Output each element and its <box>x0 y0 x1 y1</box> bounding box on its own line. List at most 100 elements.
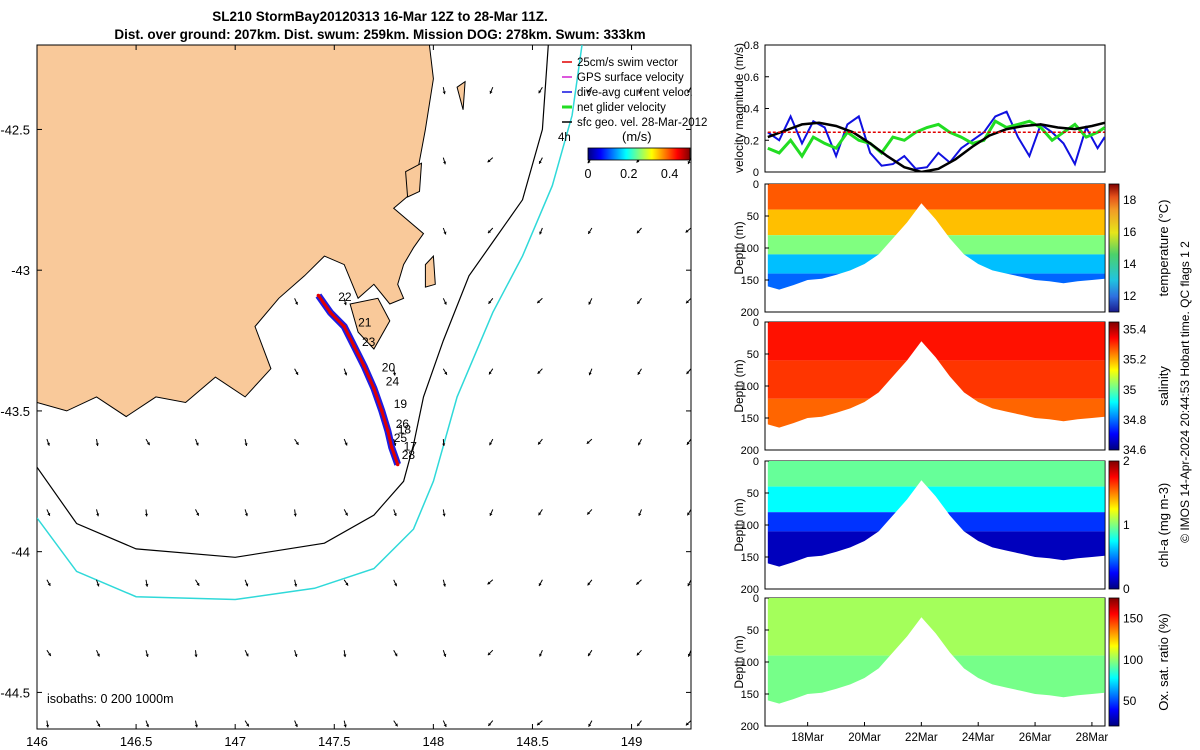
speed-colorbar-tick: 0 <box>585 167 592 181</box>
geo-arrow-head <box>295 441 299 445</box>
temperature-colorbar <box>1108 183 1120 313</box>
geo-arrow-head <box>96 583 100 587</box>
island-1 <box>405 162 423 198</box>
geo-arrow-head <box>588 230 591 234</box>
oxsat-ylabel: Depth (m) <box>732 635 746 688</box>
velocity-y-ticks: 0 0.2 0.4 0.6 0.8 <box>744 40 769 179</box>
isobath-1000m <box>37 45 583 601</box>
geo-arrow-head <box>194 654 198 658</box>
geo-arrow-head <box>47 512 51 516</box>
geo-arrow-head <box>194 724 198 728</box>
temperature-band <box>767 184 1105 210</box>
geo-arrow-head <box>687 90 691 94</box>
track-point <box>316 293 321 298</box>
oxsat-ytick-label: 100 <box>741 657 759 669</box>
day-label: 18 <box>398 422 412 436</box>
geo-arrow-head <box>442 583 446 587</box>
geo-arrow-head <box>295 371 299 375</box>
geo-arrow-head <box>345 582 349 586</box>
geo-arrow-head <box>146 442 150 446</box>
geo-arrow-head <box>588 653 591 657</box>
track-point <box>389 445 394 450</box>
temperature-ytick-label: 100 <box>741 243 759 255</box>
geo-arrow-head <box>394 723 398 727</box>
geo-arrow-head <box>686 300 689 304</box>
geo-arrow-head <box>638 442 641 446</box>
geo-arrow-head <box>636 652 640 656</box>
geo-arrow-head <box>443 161 447 165</box>
geo-arrow-head <box>95 443 99 446</box>
map-ytick-label: -44 <box>11 545 30 560</box>
velocity-ylabel: velocity magnitude (m/s) <box>732 43 746 173</box>
geostrophic-velocity-arrows <box>46 86 691 728</box>
day-label: 17 <box>404 439 418 453</box>
salinity-ytick-label: 200 <box>741 445 759 457</box>
isobath-lines <box>37 45 583 601</box>
geo-arrow-head <box>487 581 491 585</box>
geo-arrow-head <box>638 513 642 516</box>
temperature-colorbar-tick: 18 <box>1123 193 1137 207</box>
temperature-ytick-label: 150 <box>741 275 759 287</box>
geo-arrow-head <box>195 442 199 446</box>
geo-arrow-head <box>294 724 298 727</box>
geo-arrow-head <box>96 653 100 657</box>
velocity-ytick-label: 0.2 <box>744 135 759 147</box>
legend-dive-avg: dive-avg current veloc. <box>577 87 693 99</box>
map-xtick-label: 149 <box>621 734 643 749</box>
geo-arrow-head <box>687 512 691 516</box>
oxsat-ytick-label: 150 <box>741 689 759 701</box>
geo-arrow-head <box>539 653 542 657</box>
track-point <box>386 428 390 433</box>
geo-arrow-head <box>344 372 348 376</box>
geo-arrow-head <box>96 513 100 517</box>
geo-arrow-head <box>489 90 493 94</box>
geo-arrow-head <box>685 229 689 233</box>
geo-arrow-head <box>588 301 592 305</box>
geo-arrow-head <box>537 300 541 304</box>
geo-arrow-head <box>443 301 447 305</box>
geo-arrow-head <box>687 583 691 587</box>
geo-arrow-head <box>537 722 541 726</box>
salinity-ytick-label: 0 <box>753 317 759 329</box>
oxsat-colorbar-tick: 50 <box>1123 694 1137 708</box>
track-point <box>342 324 347 329</box>
track-point <box>328 310 333 315</box>
salinity-colorbar-label: salinity <box>1156 366 1171 406</box>
geo-arrow-head <box>244 513 248 517</box>
annotation-4h: 4h <box>558 132 571 144</box>
salinity-colorbar-tick: 34.6 <box>1123 443 1147 457</box>
geo-arrow-head <box>293 513 297 517</box>
date-xtick-label: 26Mar <box>1019 732 1052 744</box>
geo-arrow-head <box>538 512 542 516</box>
day-label: 23 <box>362 335 376 349</box>
oxsat-colorbar-label: Ox. sat. ratio (%) <box>1156 613 1171 711</box>
velocity-ytick-label: 0.8 <box>744 40 759 52</box>
geo-arrow-head <box>587 160 591 164</box>
geo-arrow-head <box>588 372 592 376</box>
temperature-ylabel: Depth (m) <box>732 221 746 274</box>
geo-arrow-head <box>539 231 543 235</box>
speed-colorbar-ticks: 0 0.2 0.4 <box>585 167 679 181</box>
chla-colorbar-tick: 1 <box>1123 518 1130 532</box>
geo-arrow-head <box>442 91 446 95</box>
date-xtick-label: 20Mar <box>848 732 881 744</box>
glider-track-swim <box>317 294 400 465</box>
map-y-ticks: -42.5 -43 -43.5 -44 -44.5 <box>0 122 691 700</box>
map-ytick-label: -44.5 <box>0 685 30 700</box>
legend-gps: GPS surface velocity <box>577 72 684 84</box>
geo-arrow-head <box>344 512 348 516</box>
day-label: 21 <box>358 316 372 330</box>
day-label: 28 <box>402 448 416 462</box>
map-xtick-label: 147.5 <box>318 734 351 749</box>
temperature-ytick-label: 0 <box>753 179 759 191</box>
geo-arrow-head <box>687 653 691 657</box>
speed-colorbar-tick: 0.2 <box>620 167 637 181</box>
salinity-colorbar <box>1108 321 1120 451</box>
geo-arrow-head <box>587 89 591 93</box>
geo-arrow-head <box>588 723 592 727</box>
salinity-ytick-label: 50 <box>747 349 759 361</box>
map-title-line1: SL210 StormBay20120313 16-Mar 12Z to 28-… <box>212 9 548 24</box>
